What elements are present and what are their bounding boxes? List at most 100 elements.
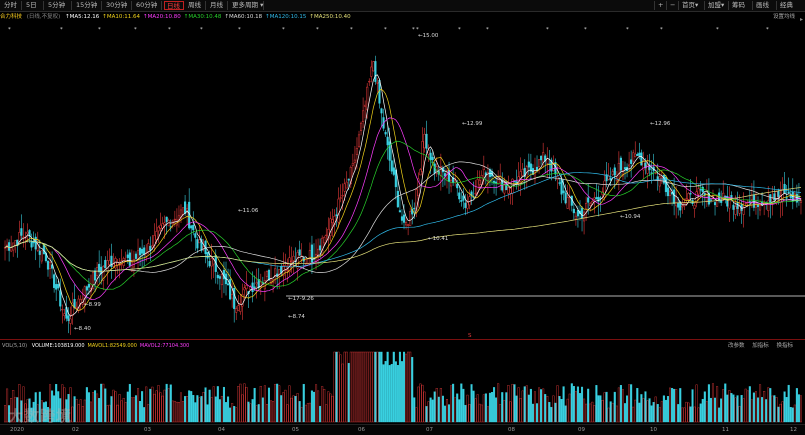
candle-body (564, 192, 567, 204)
candle-body (339, 197, 342, 199)
toolbar-item[interactable]: 加盟▾ (704, 1, 727, 10)
period-tab[interactable]: 日线 (164, 1, 184, 10)
volume-bar (184, 396, 187, 423)
event-marker-icon[interactable]: * (200, 27, 203, 33)
event-marker-icon[interactable]: * (350, 27, 353, 33)
event-marker-icon[interactable]: * (282, 27, 285, 33)
volume-bar (282, 392, 285, 423)
event-marker-icon[interactable]: * (546, 27, 549, 33)
volume-bar (445, 399, 449, 423)
volume-bar (583, 398, 586, 423)
add-indicator-button[interactable]: 加指标 (752, 343, 769, 349)
candle-body (503, 183, 506, 194)
event-marker-icon[interactable]: * (584, 27, 587, 33)
volume-bar (96, 393, 99, 423)
volume-bar (525, 385, 528, 423)
period-tab[interactable]: 周线 (186, 1, 206, 10)
event-marker-icon[interactable]: * (168, 27, 171, 33)
volume-bar (165, 383, 168, 423)
period-tab[interactable]: 60分钟 (134, 1, 162, 10)
candle-body (253, 286, 256, 288)
volume-bar (278, 385, 281, 423)
candle-body (758, 205, 762, 211)
event-marker-icon[interactable]: * (60, 27, 63, 33)
volume-bar (562, 386, 565, 423)
candle-body (750, 194, 753, 200)
volume-bar (718, 407, 721, 423)
period-tab[interactable]: 30分钟 (104, 1, 132, 10)
candle-body (644, 162, 647, 169)
change-params-button[interactable]: 改参数 (727, 343, 745, 349)
volume-bar (411, 356, 414, 423)
period-tab[interactable]: 15分钟 (74, 1, 102, 10)
event-marker-icon[interactable]: * (716, 27, 719, 33)
volume-bar (251, 399, 254, 423)
period-tab[interactable]: 5分钟 (46, 1, 72, 10)
candle-body (443, 173, 447, 177)
candle-body (366, 86, 369, 111)
event-marker-icon[interactable]: * (660, 27, 663, 33)
candle-body (413, 207, 416, 210)
volume-bar (693, 406, 696, 423)
price-label: ←12.96 (650, 121, 671, 127)
event-marker-icon[interactable]: * (458, 27, 461, 33)
candle-body (8, 242, 11, 251)
volume-bar (703, 391, 706, 423)
candle-body (707, 192, 710, 205)
period-tab[interactable]: 月线 (208, 1, 228, 10)
event-marker-icon[interactable]: * (8, 27, 11, 33)
volume-bar (474, 398, 477, 423)
zoom-in-icon[interactable]: + (654, 1, 666, 10)
event-marker-icon[interactable]: * (98, 27, 101, 33)
candle-body (85, 286, 88, 291)
volume-bar (143, 407, 146, 423)
candle-body (325, 234, 328, 237)
event-marker-icon[interactable]: * (486, 27, 489, 33)
event-marker-icon[interactable]: * (416, 27, 419, 33)
event-marker-icon[interactable]: * (316, 27, 319, 33)
volume-bar (515, 395, 518, 423)
event-marker-icon[interactable]: * (766, 27, 769, 33)
volume-bar (443, 405, 446, 423)
toolbar-item[interactable]: 首页▾ (678, 1, 701, 10)
volume-bar (687, 402, 690, 423)
period-tab[interactable]: 分时 (2, 1, 22, 10)
candle-body (359, 122, 363, 131)
adjust-mode[interactable]: (日线,不复权) (26, 14, 61, 20)
candle-body (656, 176, 659, 181)
volume-bar (599, 395, 602, 423)
ma-settings-button[interactable]: 设置均线 (772, 14, 795, 20)
event-marker-icon[interactable]: * (412, 27, 415, 33)
volume-bar (69, 387, 72, 423)
volume-bar (386, 351, 389, 423)
volume-bar (732, 394, 735, 423)
toolbar-item[interactable]: 经典 (776, 1, 796, 10)
event-marker-icon[interactable]: * (134, 27, 137, 33)
volume-bar (581, 386, 584, 423)
event-marker-icon[interactable]: * (626, 27, 629, 33)
switch-indicator-button[interactable]: 换指标 (776, 343, 793, 349)
volume-bar (591, 401, 594, 423)
candle-body (583, 211, 586, 222)
zoom-out-icon[interactable]: − (666, 1, 678, 10)
volume-bar (366, 351, 369, 423)
event-marker-icon[interactable]: * (384, 27, 387, 33)
volume-bar (652, 402, 655, 423)
event-marker-icon[interactable]: * (238, 27, 241, 33)
toolbar-item[interactable]: 画线 (752, 1, 772, 10)
candle-body (407, 224, 410, 226)
panel-divider[interactable] (0, 339, 805, 340)
volume-bar (484, 393, 487, 423)
volume-bar (533, 391, 536, 423)
toolbar-item[interactable]: 筹码 (728, 1, 748, 10)
volume-bar (425, 406, 428, 423)
candle-body (431, 156, 434, 161)
candle-body (198, 239, 201, 244)
period-tab[interactable]: 更多周期 ▾ (232, 1, 264, 10)
period-tab[interactable]: 5日 (24, 1, 44, 10)
collapse-arrow-icon[interactable]: ▸ (800, 16, 804, 23)
candle-body (535, 166, 539, 171)
ma-line (4, 161, 802, 273)
volume-bar (321, 386, 324, 423)
